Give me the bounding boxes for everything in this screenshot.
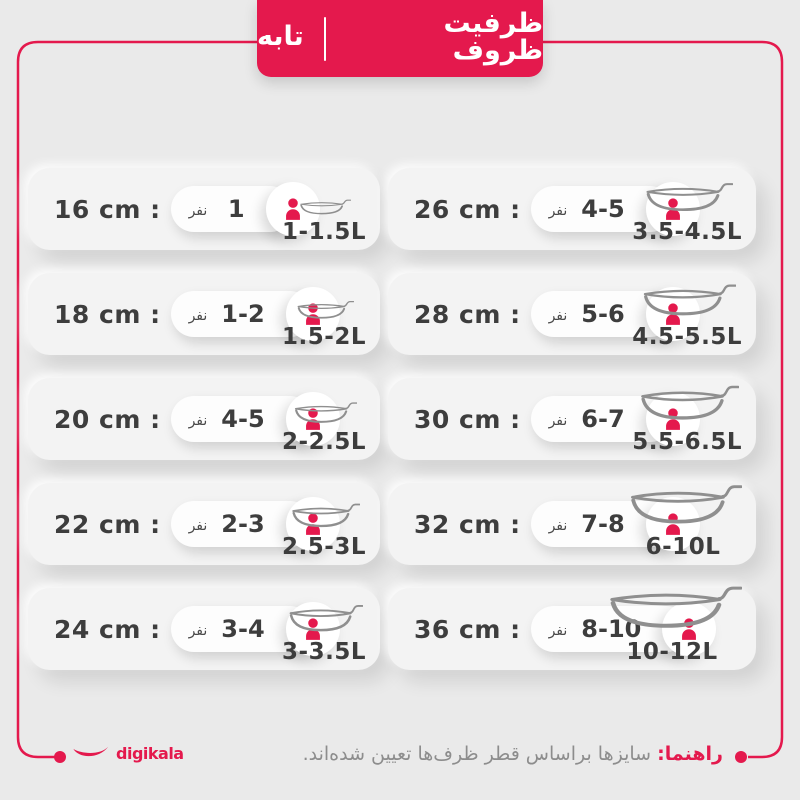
pan-area: 2-2.5L: [282, 400, 366, 455]
persons-pill-wrap: نفر 4-5: [170, 392, 340, 446]
frying-pan-icon: [297, 300, 355, 319]
size-label: 30 cm :: [414, 404, 521, 434]
persons-pill-wrap: نفر 8-10: [530, 602, 717, 656]
persons-count: 2-3: [221, 510, 265, 538]
digikala-smile-logo: [73, 746, 109, 757]
persons-count: 4-5: [581, 195, 625, 223]
size-label: 24 cm :: [54, 614, 161, 644]
size-card: 30 cm : نفر 6-7 5.5-6.5L: [388, 378, 756, 460]
persons-pill-wrap: نفر 1-2: [170, 287, 340, 341]
person-icon: [665, 198, 680, 220]
persons-pill-wrap: نفر 2-3: [170, 497, 340, 551]
note-text: سایزها براساس قطر ظرف‌ها تعیین شده‌اند.: [302, 743, 658, 765]
size-card: 22 cm : نفر 2-3 2.5-3L: [28, 483, 380, 565]
persons-pill-wrap: نفر 7-8: [530, 497, 700, 551]
persons-unit-label: نفر: [188, 518, 208, 534]
persons-count: 3-4: [221, 615, 265, 643]
person-icon-badge: [645, 497, 700, 551]
size-label: 26 cm :: [414, 194, 521, 224]
note-label: راهنما:: [657, 743, 723, 765]
pan-area: 2.5-3L: [282, 501, 366, 560]
frying-pan-icon: [641, 385, 740, 420]
size-card: 18 cm : نفر 1-2 1.5-2L: [28, 273, 380, 355]
size-card: 24 cm : نفر 3-4 3-3.5L: [28, 588, 380, 670]
size-label: 20 cm :: [54, 404, 161, 434]
persons-unit-label: نفر: [188, 413, 208, 429]
persons-unit-label: نفر: [548, 518, 568, 534]
liters-label: 1.5-2L: [282, 324, 366, 350]
frying-pan-icon: [294, 402, 358, 423]
persons-pill-wrap: نفر 1: [170, 182, 320, 236]
persons-count: 5-6: [581, 300, 625, 328]
liters-label: 3.5-4.5L: [632, 219, 742, 245]
liters-label: 6-10L: [645, 534, 721, 560]
person-icon: [665, 303, 680, 325]
frying-pan-icon: [289, 604, 364, 632]
persons-count: 4-5: [221, 405, 265, 433]
size-card: 16 cm : نفر 1 1-1.5L: [28, 168, 380, 250]
pan-area: 6-10L: [624, 481, 742, 560]
persons-count: 1-2: [221, 300, 265, 328]
frying-pan-icon: [300, 199, 352, 215]
header-badge: ظرفیت ظروف تابه: [257, 0, 543, 77]
brand-lockup: digikala: [72, 742, 184, 763]
liters-label: 2.5-3L: [282, 534, 366, 560]
persons-unit-label: نفر: [548, 308, 568, 324]
persons-unit-label: نفر: [548, 623, 568, 639]
size-card: 32 cm : نفر 7-8 6-10L: [388, 483, 756, 565]
liters-label: 5.5-6.5L: [632, 429, 742, 455]
person-icon-badge: [265, 182, 320, 236]
pan-area: 3.5-4.5L: [632, 180, 742, 245]
size-label: 16 cm :: [54, 194, 161, 224]
persons-unit-label: نفر: [188, 308, 208, 324]
size-label: 32 cm :: [414, 509, 521, 539]
liters-label: 4.5-5.5L: [632, 324, 742, 350]
liters-label: 10-12L: [626, 639, 718, 665]
cards-grid: 16 cm : نفر 1 1-1.5L 18 cm :: [28, 168, 756, 670]
right-end-dot: [735, 751, 747, 763]
header-title-capacity: ظرفیت ظروف: [443, 7, 543, 66]
header-title-pan: تابه: [257, 21, 304, 52]
size-card: 36 cm : نفر 8-10 10-12L: [388, 586, 756, 670]
persons-unit-label: نفر: [188, 203, 208, 219]
persons-unit-label: نفر: [548, 203, 568, 219]
brand-name: digikala: [116, 744, 184, 763]
pan-area: 10-12L: [602, 582, 742, 665]
pan-area: 1-1.5L: [282, 198, 366, 245]
persons-count: 7-8: [581, 510, 625, 538]
persons-count: 1: [227, 195, 245, 223]
pan-area: 1.5-2L: [282, 299, 366, 350]
frying-pan-icon: [292, 503, 361, 528]
person-icon: [285, 198, 300, 220]
person-icon: [305, 618, 320, 640]
frying-pan-icon: [630, 485, 742, 524]
persons-unit-label: نفر: [548, 413, 568, 429]
frying-pan-icon: [643, 284, 737, 316]
size-card: 28 cm : نفر 5-6 4.5-5.5L: [388, 273, 756, 355]
size-label: 22 cm :: [54, 509, 161, 539]
liters-label: 2-2.5L: [282, 429, 366, 455]
size-card: 26 cm : نفر 4-5 3.5-4.5L: [388, 168, 756, 250]
persons-unit-label: نفر: [188, 623, 208, 639]
pan-area: 5.5-6.5L: [632, 382, 742, 455]
person-icon-badge: [285, 392, 340, 446]
pan-area: 3-3.5L: [282, 602, 366, 665]
header-divider: [323, 16, 326, 61]
footer-note: راهنما: سایزها براساس قطر ظرف‌ها تعیین ش…: [303, 743, 723, 765]
size-card: 20 cm : نفر 4-5 2-2.5L: [28, 378, 380, 460]
liters-label: 1-1.5L: [282, 219, 366, 245]
pan-area: 4.5-5.5L: [632, 281, 742, 350]
liters-label: 3-3.5L: [282, 639, 366, 665]
person-icon-badge: [285, 497, 340, 551]
person-icon-badge: [285, 287, 340, 341]
persons-count: 6-7: [581, 405, 625, 433]
size-label: 18 cm :: [54, 299, 161, 329]
size-label: 36 cm :: [414, 614, 521, 644]
left-end-dot: [54, 751, 66, 763]
frying-pan-icon: [610, 586, 742, 628]
person-icon: [665, 408, 680, 430]
frying-pan-icon: [646, 183, 734, 212]
size-label: 28 cm :: [414, 299, 521, 329]
